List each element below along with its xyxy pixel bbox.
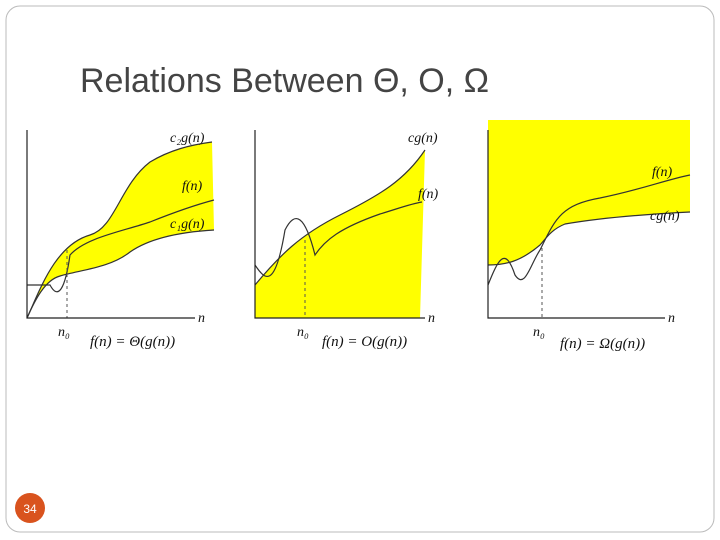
curve-label: f(n) — [652, 165, 673, 180]
axis-label: n — [198, 311, 205, 326]
caption: f(n) = Ω(g(n)) — [560, 336, 645, 352]
n0-label: n₀ — [297, 325, 309, 340]
theta-band — [27, 142, 214, 318]
axes — [26, 130, 195, 319]
upper-bound-curve — [26, 141, 213, 319]
slide-title: Relations Between Θ, O, Ω — [80, 62, 489, 100]
n0-label: n₀ — [533, 325, 545, 340]
omega-region — [488, 120, 690, 265]
axes — [254, 130, 425, 319]
f-curve — [27, 199, 215, 293]
lower-bound-curve — [26, 229, 215, 319]
curve-label: c₂g(n) — [170, 131, 205, 146]
curve-label: c₁g(n) — [170, 217, 205, 232]
curve-label: f(n) — [418, 187, 439, 202]
omega-diagram: f(n) cg(n) n n₀ f(n) = Ω(g(n)) — [487, 120, 691, 352]
curve-label: cg(n) — [650, 209, 680, 224]
page-number-badge — [15, 493, 45, 523]
n0-label: n₀ — [58, 325, 70, 340]
cg-curve — [487, 211, 691, 266]
curve-label: cg(n) — [408, 131, 438, 146]
curve-label: f(n) — [182, 179, 203, 194]
big-o-diagram: cg(n) f(n) n n₀ f(n) = O(g(n)) — [254, 130, 439, 350]
f-curve — [254, 201, 423, 278]
page-number: 34 — [23, 502, 37, 516]
axis-label: n — [428, 311, 435, 326]
caption: f(n) = Θ(g(n)) — [90, 334, 175, 350]
cg-curve — [254, 149, 426, 286]
axes — [487, 130, 665, 319]
caption: f(n) = O(g(n)) — [322, 334, 407, 350]
axis-label: n — [668, 311, 675, 326]
theta-diagram: c₂g(n) f(n) c₁g(n) n n₀ f(n) = Θ(g(n)) — [26, 130, 215, 350]
f-curve — [487, 174, 691, 286]
